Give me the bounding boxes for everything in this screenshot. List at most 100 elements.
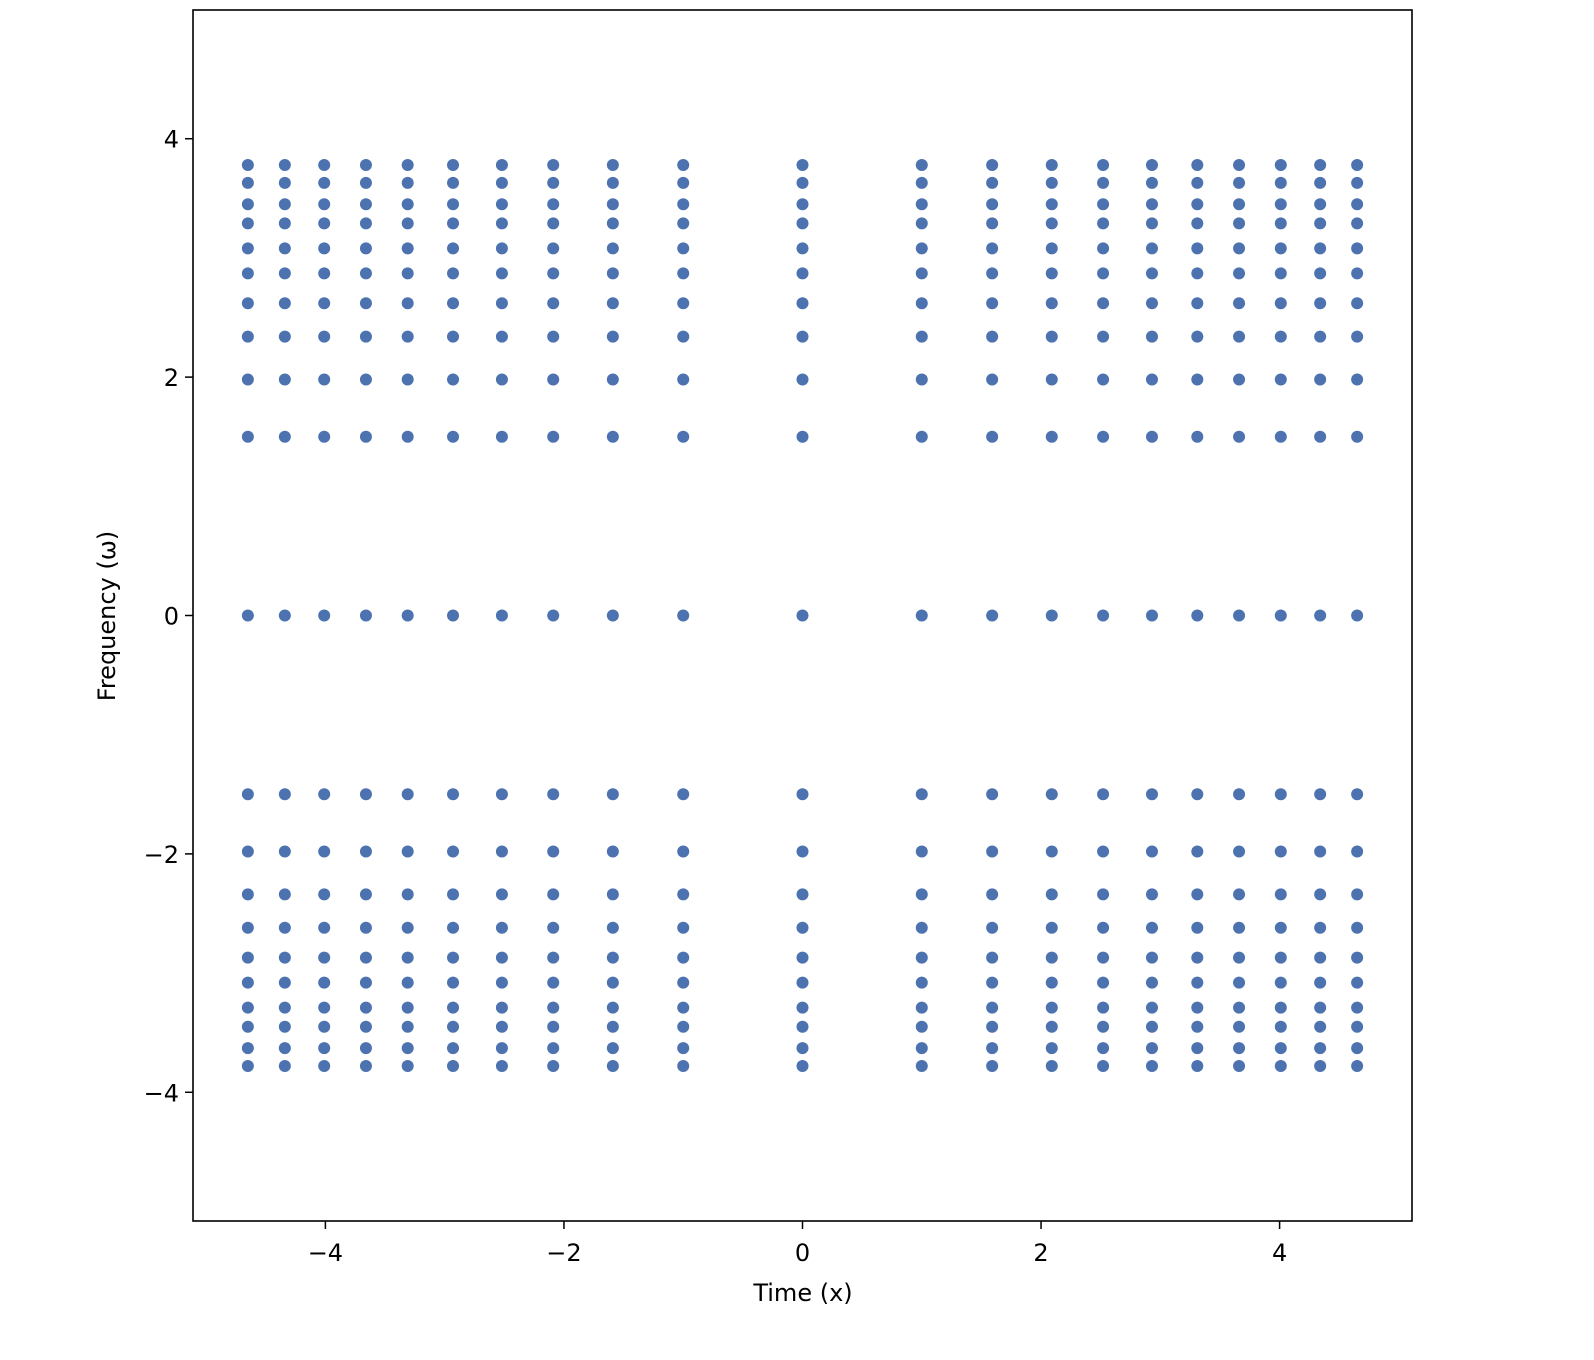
point <box>447 217 460 230</box>
point <box>359 430 372 443</box>
point <box>1233 373 1246 386</box>
point <box>278 921 291 934</box>
point <box>915 242 928 255</box>
point <box>796 1042 809 1055</box>
point <box>1097 267 1110 280</box>
point <box>986 951 999 964</box>
point <box>986 1042 999 1055</box>
point <box>359 176 372 189</box>
point <box>915 297 928 310</box>
point <box>986 267 999 280</box>
point <box>241 430 254 443</box>
point <box>359 921 372 934</box>
point <box>796 176 809 189</box>
point <box>1274 430 1287 443</box>
point <box>1097 976 1110 989</box>
point <box>1191 976 1204 989</box>
point <box>986 330 999 343</box>
x-axis-label: Time (x) <box>752 1279 852 1307</box>
point <box>1233 430 1246 443</box>
point <box>495 921 508 934</box>
point <box>915 788 928 801</box>
point <box>318 267 331 280</box>
point <box>447 1060 460 1073</box>
x-tick-label: −4 <box>308 1239 343 1267</box>
point <box>915 609 928 622</box>
point <box>1145 609 1158 622</box>
point <box>547 951 560 964</box>
point <box>1145 951 1158 964</box>
point <box>986 217 999 230</box>
point <box>915 373 928 386</box>
point <box>1145 845 1158 858</box>
point <box>318 176 331 189</box>
point <box>1045 198 1058 211</box>
point <box>796 217 809 230</box>
point <box>318 1042 331 1055</box>
point <box>1351 176 1364 189</box>
point <box>986 1060 999 1073</box>
point <box>1145 198 1158 211</box>
point <box>401 788 414 801</box>
point <box>1097 845 1110 858</box>
point <box>1351 888 1364 901</box>
point <box>1097 788 1110 801</box>
point <box>915 217 928 230</box>
point <box>606 297 619 310</box>
point <box>1351 788 1364 801</box>
point <box>401 198 414 211</box>
point <box>1314 430 1327 443</box>
point <box>547 788 560 801</box>
point <box>796 373 809 386</box>
point <box>606 242 619 255</box>
point <box>1191 609 1204 622</box>
point <box>318 609 331 622</box>
point <box>1191 373 1204 386</box>
point <box>495 267 508 280</box>
point <box>677 609 690 622</box>
point <box>1145 267 1158 280</box>
point <box>1274 1001 1287 1014</box>
point <box>1233 198 1246 211</box>
point <box>241 845 254 858</box>
point <box>1191 845 1204 858</box>
point <box>401 1020 414 1033</box>
point <box>1097 198 1110 211</box>
point <box>1045 297 1058 310</box>
point <box>278 788 291 801</box>
x-tick-label: 4 <box>1272 1239 1287 1267</box>
y-axis-label: Frequency (ω) <box>93 531 121 701</box>
point <box>1233 1042 1246 1055</box>
point <box>401 845 414 858</box>
point <box>1274 158 1287 171</box>
point <box>278 976 291 989</box>
point <box>677 330 690 343</box>
point <box>677 788 690 801</box>
point <box>677 198 690 211</box>
point <box>278 1042 291 1055</box>
point <box>547 297 560 310</box>
point <box>495 176 508 189</box>
point <box>447 609 460 622</box>
point <box>359 198 372 211</box>
point <box>495 1001 508 1014</box>
point <box>401 330 414 343</box>
point <box>359 267 372 280</box>
point <box>986 845 999 858</box>
point <box>677 921 690 934</box>
point <box>1097 373 1110 386</box>
point <box>447 330 460 343</box>
point <box>547 373 560 386</box>
point <box>1233 297 1246 310</box>
point <box>447 921 460 934</box>
point <box>1233 158 1246 171</box>
point <box>1351 1001 1364 1014</box>
point <box>359 330 372 343</box>
point <box>401 1042 414 1055</box>
point <box>547 845 560 858</box>
point <box>1097 1020 1110 1033</box>
point <box>1145 297 1158 310</box>
point <box>1191 1020 1204 1033</box>
point <box>986 158 999 171</box>
point <box>318 976 331 989</box>
